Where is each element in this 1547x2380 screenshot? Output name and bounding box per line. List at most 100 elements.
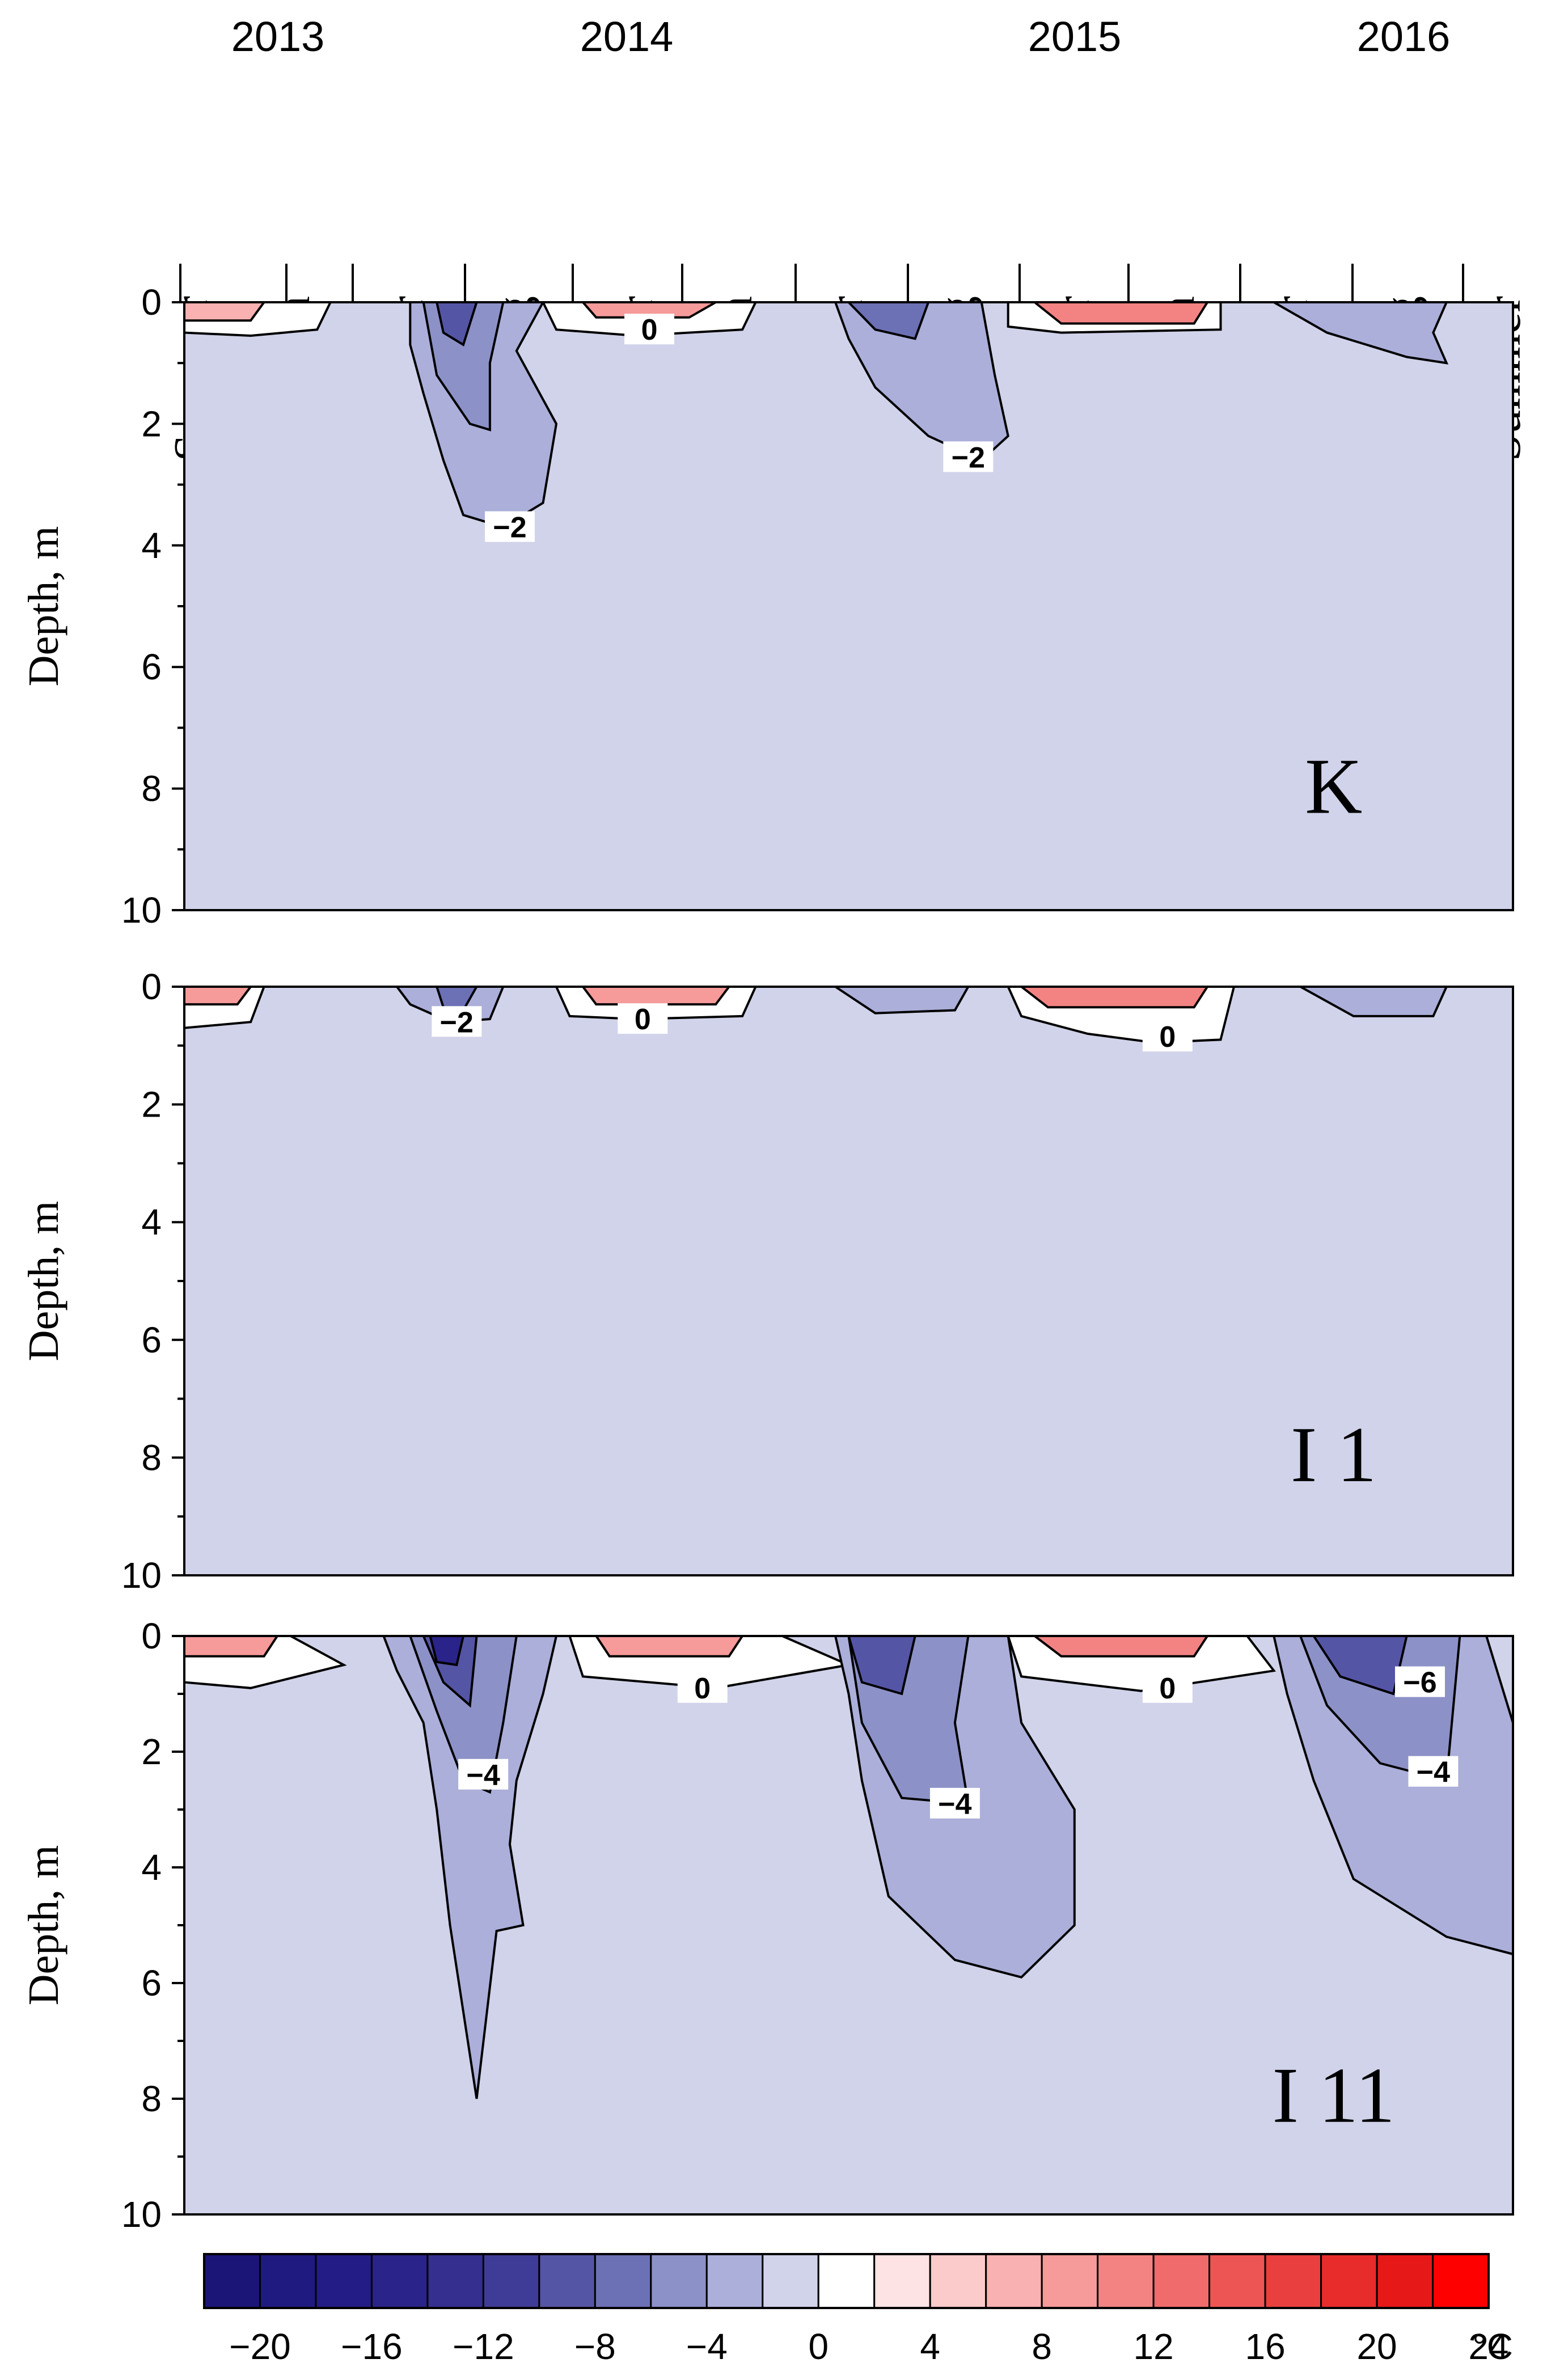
colorbar-tick-label: 4 bbox=[920, 2326, 940, 2367]
colorbar-cell bbox=[594, 2253, 652, 2309]
y-axis-label: Depth, m bbox=[20, 1845, 67, 2006]
contour-label: −2 bbox=[952, 441, 985, 474]
panel-background bbox=[184, 1636, 1513, 2214]
y-tick-label: 8 bbox=[141, 1437, 162, 1478]
year-label: 2013 bbox=[231, 13, 325, 60]
y-tick-label: 10 bbox=[121, 890, 162, 931]
contour-label: 0 bbox=[641, 314, 658, 346]
y-axis-label: Depth, m bbox=[20, 1201, 67, 1362]
y-tick-label: 0 bbox=[141, 966, 162, 1007]
y-tick-label: 2 bbox=[141, 1731, 162, 1772]
contour-label-bg bbox=[929, 1787, 980, 1819]
panel-background bbox=[184, 987, 1513, 1575]
panels: 0 2 4 6 8 10 Depth, m K 0 −2 −2 0 2 4 6 8 10 Depth, m I 1 −… bbox=[20, 282, 1514, 2235]
colorbar-tick-label: 20 bbox=[1356, 2326, 1397, 2367]
colorbar-tick-label: 16 bbox=[1245, 2326, 1285, 2367]
contour-label-bg bbox=[677, 1672, 728, 1703]
y-tick-label: 2 bbox=[141, 1084, 162, 1125]
colorbar-tick-label: −8 bbox=[574, 2326, 616, 2367]
contour-label: 0 bbox=[694, 1672, 711, 1705]
colorbar-cell bbox=[929, 2253, 987, 2309]
colorbar-cell bbox=[705, 2253, 764, 2309]
y-tick-label: 4 bbox=[141, 1202, 162, 1242]
y-tick-label: 10 bbox=[121, 2194, 162, 2235]
panel-background bbox=[184, 302, 1513, 910]
contour-label-bg bbox=[1142, 1672, 1193, 1703]
colorbar-cell bbox=[203, 2253, 261, 2309]
panel-label: I 11 bbox=[1272, 2052, 1394, 2140]
colorbar-tick-label: 24 bbox=[1468, 2326, 1508, 2367]
colorbar-tick-label: 8 bbox=[1032, 2326, 1052, 2367]
year-label: 2016 bbox=[1357, 13, 1451, 60]
year-label: 2014 bbox=[580, 13, 674, 60]
contour-region bbox=[183, 301, 267, 322]
panel: 0 2 4 6 8 10 Depth, m K 0 −2 −2 bbox=[20, 282, 1514, 931]
contour-label: 0 bbox=[1159, 1021, 1176, 1054]
colorbar-frame bbox=[203, 2253, 1490, 2309]
contour-label: 0 bbox=[635, 1003, 651, 1036]
contour-label: −4 bbox=[467, 1759, 500, 1792]
y-tick-label: 0 bbox=[141, 282, 162, 323]
colorbar-unit: °C bbox=[1472, 2326, 1513, 2367]
y-tick-label: 6 bbox=[141, 1963, 162, 2003]
contour-label-bg bbox=[943, 441, 994, 472]
contour-label-bg bbox=[618, 1003, 668, 1034]
y-tick-label: 6 bbox=[141, 646, 162, 687]
colorbar-cell bbox=[1041, 2253, 1099, 2309]
colorbar-cell bbox=[538, 2253, 596, 2309]
y-tick-label: 10 bbox=[121, 1555, 162, 1596]
colorbar-tick-label: 12 bbox=[1134, 2326, 1174, 2367]
contour-region bbox=[594, 1635, 745, 1658]
colorbar-cell bbox=[482, 2253, 540, 2309]
panel-label: I 1 bbox=[1291, 1411, 1377, 1499]
contour-label-bg bbox=[485, 511, 535, 542]
y-tick-label: 4 bbox=[141, 1847, 162, 1888]
y-tick-label: 8 bbox=[141, 768, 162, 809]
panel: 0 2 4 6 8 10 Depth, m I 11 0 −4 −4 0 −6 −4 bbox=[20, 1616, 1514, 2235]
colorbar-tick-label: −4 bbox=[686, 2326, 728, 2367]
colorbar-cell bbox=[1376, 2253, 1434, 2309]
contour-label-bg bbox=[624, 314, 675, 345]
y-tick-label: 2 bbox=[141, 403, 162, 444]
panel-label: K bbox=[1305, 742, 1362, 830]
contour-label: 0 bbox=[1159, 1672, 1176, 1705]
colorbar-tick-label: −12 bbox=[453, 2326, 514, 2367]
colorbar: −20 −16 −12 −8 −4 0 4 8 12 16 20 24°C bbox=[203, 2253, 1513, 2367]
colorbar-cell bbox=[1264, 2253, 1322, 2309]
colorbar-cell bbox=[985, 2253, 1043, 2309]
colorbar-cell bbox=[426, 2253, 484, 2309]
colorbar-cell bbox=[650, 2253, 708, 2309]
colorbar-cell bbox=[817, 2253, 876, 2309]
contour-region bbox=[183, 1635, 280, 1658]
colorbar-cell bbox=[1432, 2253, 1490, 2309]
y-tick-label: 4 bbox=[141, 525, 162, 566]
colorbar-cell bbox=[762, 2253, 819, 2309]
contour-region bbox=[580, 986, 732, 1006]
contour-label-bg bbox=[458, 1758, 509, 1790]
panel: 0 2 4 6 8 10 Depth, m I 1 −2 0 0 bbox=[20, 966, 1514, 1596]
contour-region bbox=[183, 986, 253, 1006]
contour-label: −2 bbox=[440, 1006, 474, 1039]
contour-label-bg bbox=[432, 1006, 482, 1037]
colorbar-cell bbox=[259, 2253, 317, 2309]
year-label: 2015 bbox=[1028, 13, 1122, 60]
contour-label: −4 bbox=[938, 1788, 971, 1821]
contour-region bbox=[1018, 986, 1210, 1009]
y-axis-label: Depth, m bbox=[20, 526, 67, 687]
colorbar-tick-label: 0 bbox=[808, 2326, 829, 2367]
contour-region bbox=[1031, 1635, 1210, 1658]
colorbar-tick-label: −20 bbox=[229, 2326, 291, 2367]
y-tick-label: 8 bbox=[141, 2078, 162, 2119]
contour-label-bg bbox=[1408, 1756, 1459, 1787]
colorbar-cell bbox=[1320, 2253, 1378, 2309]
contour-region bbox=[1031, 301, 1210, 325]
contour-label: −2 bbox=[493, 511, 526, 544]
colorbar-tick-label: −16 bbox=[341, 2326, 403, 2367]
colorbar-cell bbox=[1097, 2253, 1155, 2309]
contour-label-bg bbox=[1394, 1666, 1445, 1697]
y-tick-label: 0 bbox=[141, 1616, 162, 1656]
contour-region bbox=[382, 1635, 558, 2099]
colorbar-cell bbox=[873, 2253, 931, 2309]
colorbar-cell bbox=[1208, 2253, 1266, 2309]
